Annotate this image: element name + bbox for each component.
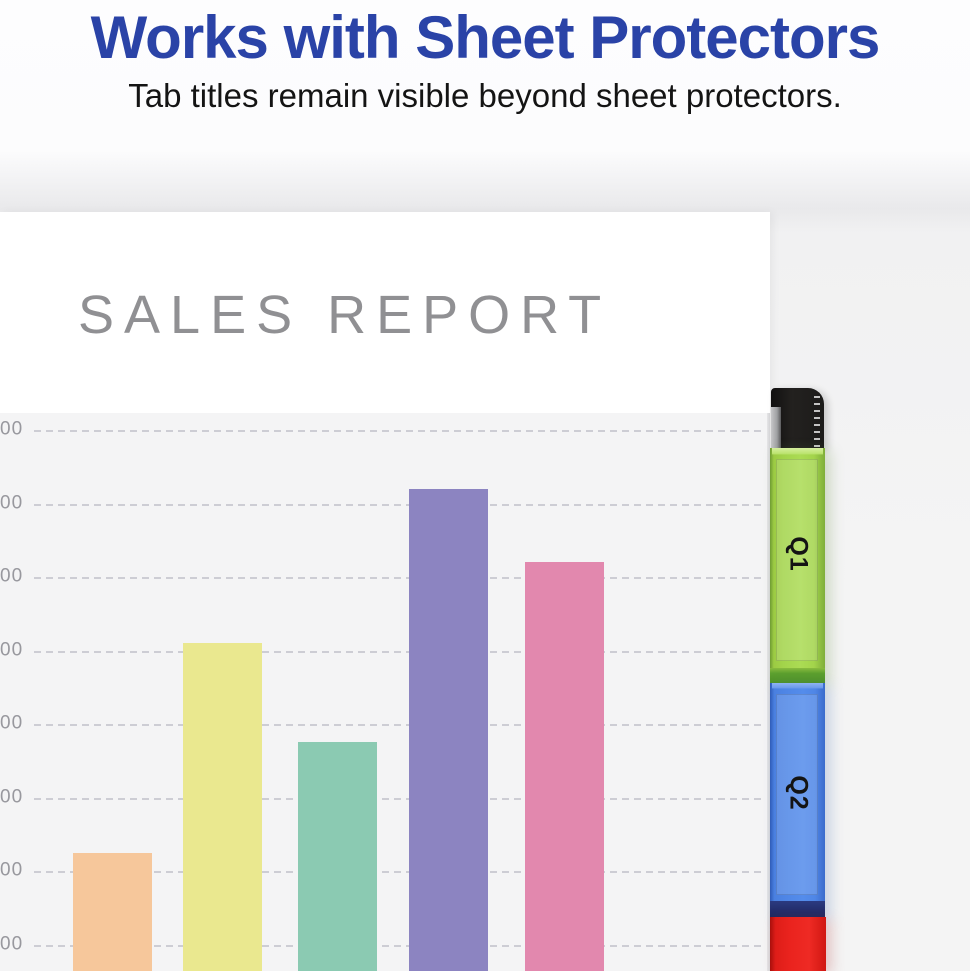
- ytick-label: 00: [0, 639, 24, 661]
- ytick-label: 00: [0, 786, 24, 808]
- bar: [298, 742, 377, 971]
- spine-teeth: [814, 396, 820, 447]
- gridline: [34, 650, 764, 653]
- report-title: SALES REPORT: [78, 285, 612, 345]
- gridline: [34, 724, 764, 726]
- tab-q1-label: Q1: [784, 536, 812, 572]
- gridline: [34, 503, 764, 506]
- tab-q2-insert: [776, 694, 818, 895]
- spine-slot: [771, 407, 781, 449]
- ytick-label: 00: [0, 712, 24, 734]
- ytick-label: 00: [0, 859, 24, 881]
- subheadline: Tab titles remain visible beyond sheet p…: [128, 77, 842, 114]
- marketing-header: Works with Sheet Protectors Tab titles r…: [0, 0, 970, 114]
- gridline: [34, 871, 764, 873]
- bar: [73, 852, 152, 971]
- tab-q2-label: Q2: [784, 775, 812, 811]
- ytick-label: 00: [0, 418, 24, 440]
- gridline: [34, 797, 764, 800]
- binder-spine: [771, 388, 824, 449]
- ytick-label: 00: [0, 565, 24, 587]
- gridline: [34, 577, 764, 579]
- ytick-label: 00: [0, 492, 24, 514]
- tab-q1: Q1: [770, 448, 825, 683]
- tab-q2: Q2: [770, 683, 825, 917]
- tab-q1-insert: [776, 459, 818, 661]
- bar: [183, 643, 262, 971]
- report-sheet: SALES REPORT 00 00 00 00 00 00 00 00: [0, 212, 770, 971]
- tab-q3-partial: [770, 917, 826, 971]
- gridline: [34, 430, 764, 432]
- gridline: [34, 944, 764, 947]
- sheet-protector-edge: [767, 413, 770, 971]
- bar-chart: 00 00 00 00 00 00 00 00: [0, 413, 770, 971]
- headline: Works with Sheet Protectors: [90, 4, 881, 71]
- ytick-label: 00: [0, 933, 24, 955]
- bar: [409, 488, 488, 971]
- bar: [525, 562, 604, 971]
- sheet-header: SALES REPORT: [0, 212, 770, 413]
